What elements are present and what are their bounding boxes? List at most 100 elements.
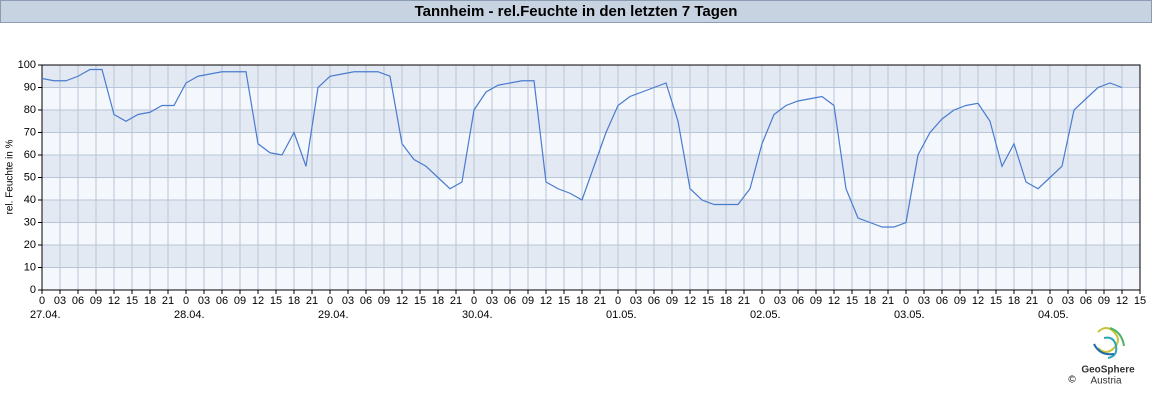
grid-band bbox=[42, 177, 1140, 200]
date-label: 30.04. bbox=[462, 309, 493, 321]
x-tick-label: 21 bbox=[594, 295, 606, 307]
x-tick-label: 21 bbox=[882, 295, 894, 307]
date-label: 02.05. bbox=[750, 309, 781, 321]
x-tick-label: 21 bbox=[306, 295, 318, 307]
humidity-line bbox=[41, 68, 1123, 228]
x-tick-label: 15 bbox=[558, 295, 570, 307]
x-tick-label: 18 bbox=[720, 295, 732, 307]
date-label: 04.05. bbox=[1038, 309, 1069, 321]
x-tick-label: 21 bbox=[1026, 295, 1038, 307]
date-label: 28.04. bbox=[174, 309, 205, 321]
x-tick-label: 09 bbox=[954, 295, 966, 307]
x-tick-label: 12 bbox=[828, 295, 840, 307]
x-tick-label: 03 bbox=[198, 295, 210, 307]
x-tick-label: 03 bbox=[1062, 295, 1074, 307]
x-tick-label: 21 bbox=[162, 295, 174, 307]
x-tick-label: 06 bbox=[360, 295, 372, 307]
y-tick-label: 60 bbox=[24, 149, 36, 161]
x-tick-label: 03 bbox=[630, 295, 642, 307]
x-tick-label: 0 bbox=[903, 295, 909, 307]
x-tick-label: 12 bbox=[540, 295, 552, 307]
date-label: 27.04. bbox=[30, 309, 61, 321]
x-tick-label: 12 bbox=[972, 295, 984, 307]
x-tick-label: 15 bbox=[1134, 295, 1146, 307]
x-tick-label: 06 bbox=[936, 295, 948, 307]
y-tick-label: 70 bbox=[24, 126, 36, 138]
x-tick-label: 18 bbox=[1008, 295, 1020, 307]
logo-name: GeoSphere bbox=[1081, 365, 1135, 376]
y-tick-label: 30 bbox=[24, 216, 36, 228]
x-tick-label: 12 bbox=[1116, 295, 1128, 307]
x-tick-label: 0 bbox=[615, 295, 621, 307]
x-tick-label: 06 bbox=[1080, 295, 1092, 307]
x-tick-label: 06 bbox=[504, 295, 516, 307]
grid-band bbox=[42, 267, 1140, 290]
chart-title: Tannheim - rel.Feuchte in den letzten 7 … bbox=[415, 3, 738, 20]
x-tick-label: 18 bbox=[288, 295, 300, 307]
copyright: © bbox=[1068, 375, 1076, 386]
y-tick-label: 10 bbox=[24, 261, 36, 273]
grid-band bbox=[42, 245, 1140, 268]
x-tick-label: 12 bbox=[396, 295, 408, 307]
x-tick-label: 03 bbox=[774, 295, 786, 307]
x-tick-label: 15 bbox=[126, 295, 138, 307]
date-label: 01.05. bbox=[606, 309, 637, 321]
x-tick-label: 09 bbox=[666, 295, 678, 307]
x-tick-label: 18 bbox=[432, 295, 444, 307]
x-tick-label: 09 bbox=[234, 295, 246, 307]
x-tick-label: 15 bbox=[990, 295, 1002, 307]
grid-band bbox=[42, 110, 1140, 133]
x-tick-label: 03 bbox=[486, 295, 498, 307]
x-tick-label: 06 bbox=[648, 295, 660, 307]
x-tick-label: 09 bbox=[378, 295, 390, 307]
x-tick-label: 09 bbox=[1098, 295, 1110, 307]
y-tick-label: 80 bbox=[24, 104, 36, 116]
y-tick-label: 20 bbox=[24, 239, 36, 251]
logo-sub: Austria bbox=[1090, 376, 1122, 387]
grid-band bbox=[42, 132, 1140, 155]
y-tick-label: 40 bbox=[24, 194, 36, 206]
date-label: 03.05. bbox=[894, 309, 925, 321]
x-tick-label: 09 bbox=[522, 295, 534, 307]
x-tick-label: 0 bbox=[1047, 295, 1053, 307]
x-tick-label: 21 bbox=[738, 295, 750, 307]
date-label: 29.04. bbox=[318, 309, 349, 321]
x-tick-label: 12 bbox=[108, 295, 120, 307]
y-tick-label: 100 bbox=[18, 59, 36, 71]
x-tick-label: 0 bbox=[471, 295, 477, 307]
x-tick-label: 15 bbox=[270, 295, 282, 307]
x-tick-label: 12 bbox=[252, 295, 264, 307]
x-tick-label: 06 bbox=[72, 295, 84, 307]
y-tick-label: 90 bbox=[24, 81, 36, 93]
x-tick-label: 09 bbox=[810, 295, 822, 307]
x-tick-label: 03 bbox=[918, 295, 930, 307]
x-tick-label: 0 bbox=[39, 295, 45, 307]
x-tick-label: 06 bbox=[216, 295, 228, 307]
x-tick-label: 15 bbox=[702, 295, 714, 307]
x-tick-label: 0 bbox=[759, 295, 765, 307]
x-tick-label: 18 bbox=[144, 295, 156, 307]
x-tick-label: 03 bbox=[342, 295, 354, 307]
x-tick-label: 03 bbox=[54, 295, 66, 307]
x-tick-label: 18 bbox=[864, 295, 876, 307]
grid-band bbox=[42, 200, 1140, 223]
grid-band bbox=[42, 65, 1140, 88]
x-tick-label: 09 bbox=[90, 295, 102, 307]
x-tick-label: 18 bbox=[576, 295, 588, 307]
x-tick-label: 15 bbox=[414, 295, 426, 307]
y-axis-label: rel. Feuchte in % bbox=[5, 139, 16, 214]
logo bbox=[1093, 327, 1125, 359]
x-tick-label: 0 bbox=[183, 295, 189, 307]
plot-border bbox=[41, 64, 1141, 291]
x-tick-label: 15 bbox=[846, 295, 858, 307]
x-tick-label: 12 bbox=[684, 295, 696, 307]
x-tick-label: 06 bbox=[792, 295, 804, 307]
y-tick-label: 50 bbox=[24, 171, 36, 183]
grid-band bbox=[42, 87, 1140, 110]
grid-band bbox=[42, 155, 1140, 178]
x-tick-label: 0 bbox=[327, 295, 333, 307]
x-tick-label: 21 bbox=[450, 295, 462, 307]
grid-band bbox=[42, 222, 1140, 245]
y-tick-label: 0 bbox=[30, 284, 36, 296]
